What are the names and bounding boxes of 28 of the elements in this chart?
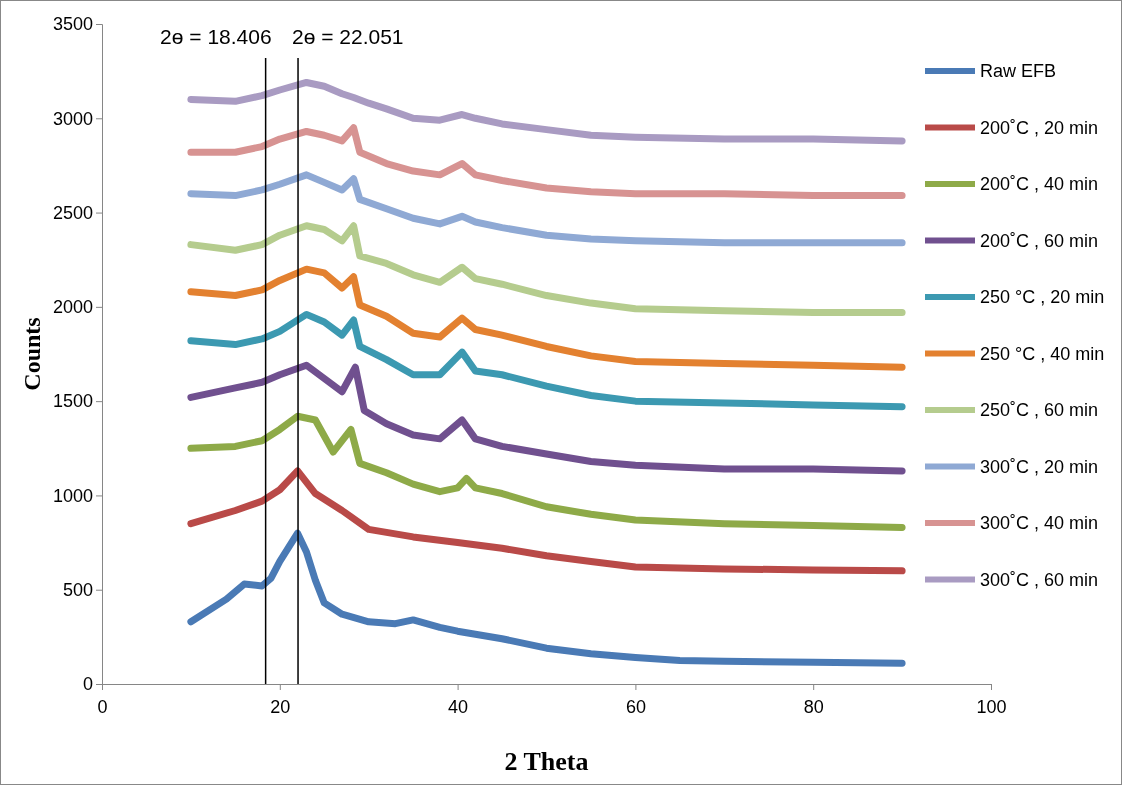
x-tick-label: 80 — [803, 696, 824, 717]
legend-label: 300˚C , 60 min — [980, 569, 1099, 590]
y-tick-label: 1500 — [52, 391, 93, 412]
y-tick-label: 2500 — [52, 202, 93, 223]
x-tick-label: 60 — [625, 696, 646, 717]
x-tick-label: 40 — [448, 696, 469, 717]
legend-label: 250 °C , 40 min — [980, 343, 1105, 364]
legend-label: 300˚C , 40 min — [980, 513, 1099, 533]
legend-label: 300˚C , 20 min — [980, 456, 1099, 477]
x-tick-label: 0 — [97, 696, 108, 717]
legend-label: 200˚C , 60 min — [980, 230, 1099, 251]
x-tick-label: 20 — [270, 696, 291, 717]
legend-label: Raw EFB — [980, 61, 1057, 81]
legend-label: 200˚C , 40 min — [980, 174, 1099, 194]
y-tick-label: 0 — [82, 674, 93, 695]
legend-label: 250˚C , 60 min — [980, 400, 1099, 420]
ref-line-label: 2ɵ = 18.406 — [160, 25, 272, 48]
y-axis-title: Counts — [19, 317, 45, 391]
ref-line-label: 2ɵ = 22.051 — [292, 25, 404, 48]
y-tick-label: 1000 — [52, 485, 93, 506]
y-tick-label: 2000 — [52, 297, 93, 318]
legend-label: 200˚C , 20 min — [980, 117, 1099, 138]
legend-label: 250 °C , 20 min — [980, 287, 1105, 307]
y-tick-label: 3000 — [52, 108, 93, 129]
x-tick-label: 100 — [976, 696, 1007, 717]
y-tick-label: 500 — [62, 579, 93, 600]
x-axis-title: 2 Theta — [504, 747, 589, 776]
y-tick-label: 3500 — [52, 14, 93, 35]
